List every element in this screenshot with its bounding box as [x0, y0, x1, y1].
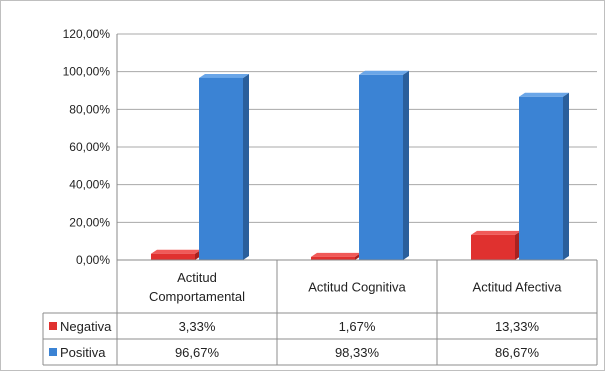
- bar-top: [359, 70, 409, 75]
- bar-top: [311, 252, 361, 257]
- bar-positiva: [359, 74, 403, 261]
- data-value: 98,33%: [335, 345, 380, 360]
- bar-top: [199, 73, 249, 78]
- data-value: 1,67%: [339, 319, 376, 334]
- y-tick-label: 0,00%: [76, 253, 110, 267]
- legend-key-positiva: [49, 348, 57, 356]
- category-label: Actitud: [177, 270, 217, 285]
- data-value: 96,67%: [175, 345, 220, 360]
- bar-positiva: [519, 96, 563, 260]
- y-tick-label: 80,00%: [69, 102, 110, 116]
- legend-label: Positiva: [60, 345, 106, 360]
- y-tick-label: 100,00%: [63, 65, 111, 79]
- y-tick-label: 120,00%: [63, 27, 111, 41]
- bar-side: [243, 73, 249, 260]
- legend-label: Negativa: [60, 319, 112, 334]
- category-label: Actitud Cognitiva: [308, 280, 406, 295]
- bar-negativa: [311, 256, 355, 260]
- y-tick-label: 20,00%: [69, 215, 110, 229]
- data-value: 13,33%: [495, 319, 540, 334]
- y-tick-label: 60,00%: [69, 140, 110, 154]
- bar-side: [403, 70, 409, 261]
- data-value: 3,33%: [179, 319, 216, 334]
- bar-positiva: [199, 77, 243, 260]
- bar-negativa: [471, 234, 515, 260]
- bar-top: [471, 230, 521, 235]
- bar-side: [563, 92, 569, 260]
- legend-key-negativa: [49, 322, 57, 330]
- bar-negativa: [151, 253, 195, 260]
- category-label: Comportamental: [149, 289, 245, 304]
- category-label: Actitud Afectiva: [473, 280, 563, 295]
- bar-top: [519, 92, 569, 97]
- bar-top: [151, 249, 201, 254]
- y-tick-label: 40,00%: [69, 178, 110, 192]
- data-value: 86,67%: [495, 345, 540, 360]
